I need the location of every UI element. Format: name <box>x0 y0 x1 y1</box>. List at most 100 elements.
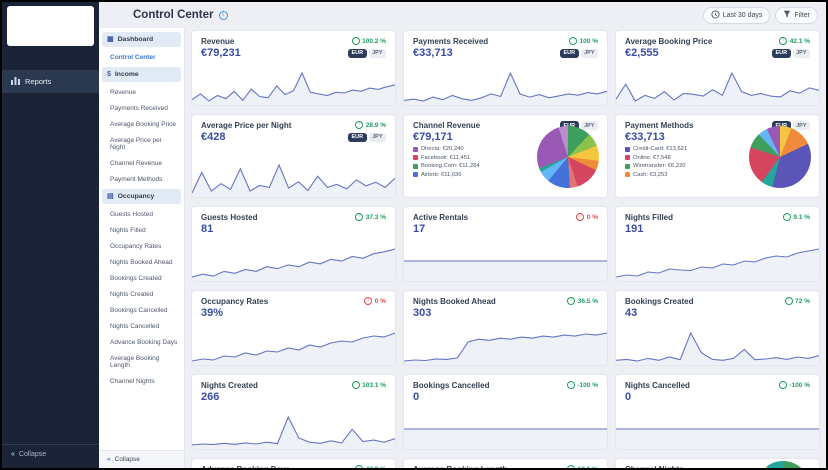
card-value-row: €2,555 EUR JPY <box>625 47 810 59</box>
legend-item: Wiretransfer: €6,220 <box>625 163 810 169</box>
currency-jpy-button[interactable]: JPY <box>580 48 598 58</box>
currency-eur-button[interactable]: EUR <box>347 132 367 142</box>
income-icon: $ <box>107 71 111 78</box>
card-title: Nights Booked Ahead <box>413 297 496 306</box>
card-value: 0 <box>413 391 420 403</box>
trend-value: 42.1 % <box>789 37 810 45</box>
sidebar-item-revenue[interactable]: Revenue <box>99 84 184 100</box>
card-title: Bookings Cancelled <box>413 381 490 390</box>
card-average-booking-length: Average Booking Length ↑18.1 % <box>403 458 608 468</box>
arrow-down-icon: ↓ <box>576 213 585 221</box>
trend-value: 18.1 % <box>578 466 598 469</box>
card-value: 191 <box>625 223 644 235</box>
trend-badge: ↑ 103.1 % <box>351 381 386 389</box>
sidebar-item-bookings-created[interactable]: Bookings Created <box>99 270 184 286</box>
card-title: Payments Received <box>413 37 489 46</box>
card-title: Advance Booking Days <box>201 465 290 468</box>
sidebar-item-average-price-per-night[interactable]: Average Price per Night <box>99 132 184 155</box>
sidebar-item-advance-booking-days[interactable]: Advance Booking Days <box>99 334 184 350</box>
trend-badge: ↑ 9.1 % <box>782 213 810 221</box>
sparkline-chart <box>616 241 819 281</box>
currency-jpy-button[interactable]: JPY <box>792 48 810 58</box>
trend-value: 100.2 % <box>362 37 386 45</box>
currency-eur-button[interactable]: EUR <box>771 48 791 58</box>
sidebar-item-label: Guests Hosted <box>110 210 153 218</box>
currency-eur-button[interactable]: EUR <box>559 121 579 130</box>
sidebar-item-nights-filled[interactable]: Nights Filled <box>99 222 184 238</box>
sidebar-item-payments-received[interactable]: Payments Received <box>99 100 184 116</box>
inner-collapse-button[interactable]: Collapse <box>99 450 184 468</box>
card-active-rentals: Active Rentals ↓ 0 % 17 <box>403 206 608 282</box>
arrow-up-icon: ↑ <box>355 465 364 468</box>
page-header: Control Center Last 30 days Filter <box>99 2 826 28</box>
sidebar-item-payment-methods[interactable]: Payment Methods <box>99 171 184 187</box>
card-header: Bookings Cancelled ↓ -100 % <box>413 381 598 390</box>
legend-item: Credit-Card: €13,621 <box>625 146 810 152</box>
card-revenue: Revenue ↑ 100.2 % €79,231 EUR JPY <box>191 30 396 106</box>
sidebar-item-label: Nights Created <box>110 290 154 298</box>
sidebar-section-income[interactable]: $ Income <box>102 67 181 82</box>
card-channel-nights: Channel Nights <box>615 458 820 468</box>
legend-item: Airbnb: €11,036 <box>413 172 598 178</box>
sidebar-item-occupancy-rates[interactable]: Occupancy Rates <box>99 238 184 254</box>
sparkline-chart <box>616 409 819 449</box>
currency-jpy-button[interactable]: JPY <box>368 48 386 58</box>
sidebar-item-average-booking-price[interactable]: Average Booking Price <box>99 116 184 132</box>
currency-eur-button[interactable]: EUR <box>559 48 579 58</box>
card-value-row: 81 <box>201 223 386 235</box>
sidebar-item-channel-nights[interactable]: Channel Nights <box>99 373 184 389</box>
card-advance-booking-days: Advance Booking Days ↑42.9 % <box>191 458 396 468</box>
trend-badge: ↑18.1 % <box>567 465 598 468</box>
card-grid: Revenue ↑ 100.2 % €79,231 EUR JPY Payments Rec… <box>185 28 826 468</box>
card-value-row: €428 EUR JPY <box>201 131 386 143</box>
sidebar-item-label: Nights Booked Ahead <box>110 258 173 266</box>
card-value-row: 39% <box>201 307 386 319</box>
collapse-chevron-icon <box>11 451 15 458</box>
info-icon[interactable] <box>218 10 228 20</box>
currency-jpy-button[interactable]: JPY <box>792 121 810 130</box>
card-nights-filled: Nights Filled ↑ 9.1 % 191 <box>615 206 820 282</box>
card-value: 303 <box>413 307 432 319</box>
currency-eur-button[interactable]: EUR <box>347 48 367 58</box>
legend-swatch <box>413 155 418 160</box>
arrow-up-icon: ↑ <box>567 465 576 468</box>
pie-chart <box>755 461 811 468</box>
sidebar-item-label: Income <box>114 71 139 78</box>
currency-jpy-button[interactable]: JPY <box>368 132 386 142</box>
sidebar-section-dashboard[interactable]: ▦ Dashboard <box>102 32 181 47</box>
card-value-row: 191 <box>625 223 810 235</box>
arrow-up-icon: ↑ <box>355 213 364 221</box>
trend-value: 0 % <box>586 213 598 221</box>
last-30-days-button[interactable]: Last 30 days <box>702 6 771 24</box>
sidebar-item-control-center[interactable]: Control Center <box>99 49 184 65</box>
sidebar-item-label: Average Booking Price <box>110 120 177 128</box>
sidebar-section-occupancy[interactable]: ▤ Occupancy <box>102 189 181 204</box>
currency-eur-button[interactable]: EUR <box>771 121 791 130</box>
arrow-up-icon: ↑ <box>567 297 576 305</box>
legend-swatch <box>413 146 418 152</box>
filter-button[interactable]: Filter <box>775 6 818 24</box>
sidebar-item-average-booking-length[interactable]: Average Booking Length <box>99 350 184 373</box>
sidebar-item-guests-hosted[interactable]: Guests Hosted <box>99 206 184 222</box>
sparkline-chart <box>192 157 395 197</box>
card-header: Nights Booked Ahead ↑ 36.5 % <box>413 297 598 306</box>
occupancy-icon: ▤ <box>107 193 114 200</box>
card-value-row: 43 <box>625 307 810 319</box>
sidebar-item-nights-booked-ahead[interactable]: Nights Booked Ahead <box>99 254 184 270</box>
sidebar-item-nights-created[interactable]: Nights Created <box>99 286 184 302</box>
sidebar-item-bookings-cancelled[interactable]: Bookings Cancelled <box>99 302 184 318</box>
sidebar-item-nights-cancelled[interactable]: Nights Cancelled <box>99 318 184 334</box>
logo <box>7 6 94 46</box>
card-value: €33,713 <box>413 47 453 59</box>
sidebar-item-reports[interactable]: Reports <box>2 70 99 93</box>
card-header: Bookings Created ↑ 72 % <box>625 297 810 306</box>
currency-jpy-button[interactable]: JPY <box>580 121 598 130</box>
outer-collapse-button[interactable]: Collapse <box>2 444 99 464</box>
sparkline-chart <box>616 325 819 365</box>
card-header: Occupancy Rates ↓ 0 % <box>201 297 386 306</box>
sidebar-item-label: Payment Methods <box>110 175 163 183</box>
sidebar-item-channel-revenue[interactable]: Channel Revenue <box>99 155 184 171</box>
sidebar-item-label: Bookings Cancelled <box>110 306 168 314</box>
